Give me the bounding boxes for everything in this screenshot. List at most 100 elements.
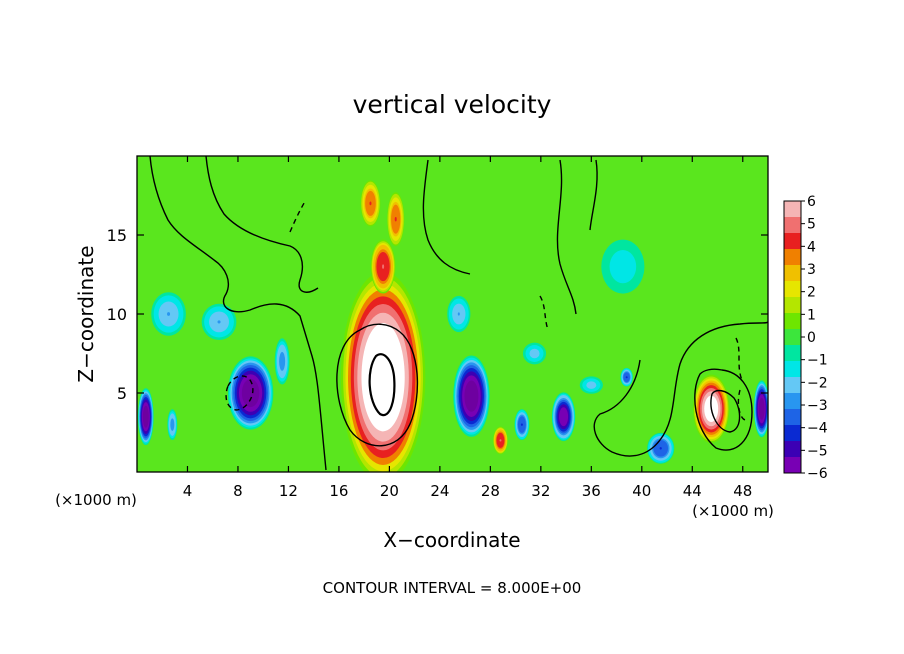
colorbar-swatch bbox=[784, 393, 801, 410]
velocity-level bbox=[625, 376, 628, 379]
colorbar-label: 6 bbox=[807, 194, 816, 210]
colorbar-swatch bbox=[784, 441, 801, 458]
x-tick-label: 28 bbox=[481, 482, 500, 500]
positive-contour-inner bbox=[710, 389, 741, 433]
x-tick-label: 40 bbox=[632, 482, 651, 500]
positive-contour bbox=[336, 323, 419, 447]
x-unit-right: (×1000 m) bbox=[692, 502, 774, 520]
velocity-cell bbox=[601, 239, 645, 294]
x-tick-label: 36 bbox=[582, 482, 601, 500]
velocity-level bbox=[171, 423, 174, 426]
velocity-cell bbox=[387, 192, 405, 247]
negative-contour bbox=[539, 295, 549, 331]
colorbar-label: 2 bbox=[807, 285, 816, 301]
colorbar-swatch bbox=[784, 345, 801, 362]
colorbar-label: −6 bbox=[807, 466, 828, 482]
x-axis: 4 8 12 16 20 24 28 32 36 40 44 48 bbox=[183, 156, 752, 500]
negative-contour bbox=[735, 337, 743, 381]
velocity-level bbox=[499, 439, 502, 442]
x-tick-label: 4 bbox=[183, 482, 193, 500]
plot-area bbox=[137, 156, 768, 472]
velocity-cell bbox=[579, 376, 603, 394]
zero-contour bbox=[149, 156, 327, 471]
velocity-level bbox=[144, 414, 147, 419]
velocity-cell bbox=[522, 342, 547, 365]
colorbar-label: 1 bbox=[807, 307, 816, 323]
velocity-level bbox=[520, 423, 523, 426]
velocity-level bbox=[394, 216, 397, 222]
velocity-level bbox=[470, 393, 473, 400]
x-tick-label: 12 bbox=[279, 482, 298, 500]
velocity-cell bbox=[138, 388, 154, 446]
velocity-cell bbox=[151, 292, 186, 336]
colorbar-swatch bbox=[784, 329, 801, 346]
velocity-cell bbox=[493, 426, 508, 455]
velocity-cell bbox=[620, 367, 633, 387]
chart-title: vertical velocity bbox=[353, 90, 552, 119]
zero-contour bbox=[205, 156, 319, 293]
velocity-cell bbox=[693, 374, 730, 443]
velocity-cell bbox=[514, 409, 530, 440]
colorbar-swatch bbox=[784, 265, 801, 282]
velocity-cell bbox=[551, 392, 576, 442]
zero-contour bbox=[556, 159, 577, 315]
velocity-level bbox=[248, 390, 253, 396]
colorbar-swatch bbox=[784, 425, 801, 442]
negative-contour bbox=[289, 199, 307, 233]
zero-contour bbox=[422, 159, 471, 275]
velocity-level bbox=[457, 312, 460, 316]
velocity-level bbox=[281, 359, 284, 364]
contour-interval-note: CONTOUR INTERVAL = 8.000E+00 bbox=[323, 579, 582, 597]
colorbar-label: −3 bbox=[807, 398, 828, 414]
colorbar-swatch bbox=[784, 249, 801, 266]
zero-contour bbox=[589, 159, 598, 231]
colorbar-label: −2 bbox=[807, 375, 828, 391]
velocity-level bbox=[620, 264, 625, 270]
colorbar-swatch bbox=[784, 313, 801, 330]
colorbar-label: −4 bbox=[807, 421, 828, 437]
colorbar-label: 0 bbox=[807, 330, 816, 346]
colorbar-swatch bbox=[784, 201, 801, 218]
velocity-level bbox=[760, 406, 763, 412]
y-axis: 5 10 15 bbox=[107, 226, 768, 403]
velocity-cell bbox=[274, 338, 290, 385]
colorbar-label: 4 bbox=[807, 239, 816, 255]
velocity-cell bbox=[360, 180, 381, 227]
x-tick-label: 8 bbox=[233, 482, 243, 500]
velocity-cell bbox=[340, 271, 426, 472]
velocity-cell bbox=[201, 303, 237, 341]
x-tick-label: 16 bbox=[329, 482, 348, 500]
colorbar-label: 5 bbox=[807, 217, 816, 233]
positive-contour bbox=[694, 368, 753, 451]
velocity-level bbox=[590, 384, 593, 387]
colorbar-swatch bbox=[784, 297, 801, 314]
colorbar-swatch bbox=[784, 457, 801, 474]
colorbar-swatch bbox=[784, 377, 801, 394]
velocity-level bbox=[369, 201, 372, 206]
velocity-level bbox=[659, 447, 662, 450]
velocity-level bbox=[167, 312, 171, 316]
colorbar-swatch bbox=[784, 361, 801, 378]
velocity-level bbox=[562, 414, 565, 419]
colorbar-swatch bbox=[784, 281, 801, 298]
contour-lines bbox=[149, 156, 768, 471]
velocity-cell bbox=[647, 432, 675, 464]
x-tick-label: 24 bbox=[430, 482, 449, 500]
negative-contour bbox=[737, 389, 747, 421]
velocity-cell bbox=[227, 356, 274, 430]
velocity-level bbox=[533, 352, 536, 355]
velocity-cell bbox=[370, 239, 396, 294]
velocity-level bbox=[379, 368, 387, 386]
y-tick-label: 5 bbox=[117, 384, 127, 403]
velocity-cell bbox=[167, 409, 178, 440]
y-tick-label: 10 bbox=[107, 305, 127, 324]
velocity-level bbox=[217, 320, 221, 324]
y-tick-label: 15 bbox=[107, 226, 127, 245]
x-tick-label: 20 bbox=[380, 482, 399, 500]
colorbar-label: −1 bbox=[807, 353, 828, 369]
zero-contour bbox=[593, 321, 768, 457]
velocity-cell bbox=[753, 380, 768, 438]
x-tick-label: 44 bbox=[683, 482, 702, 500]
x-tick-label: 48 bbox=[733, 482, 752, 500]
